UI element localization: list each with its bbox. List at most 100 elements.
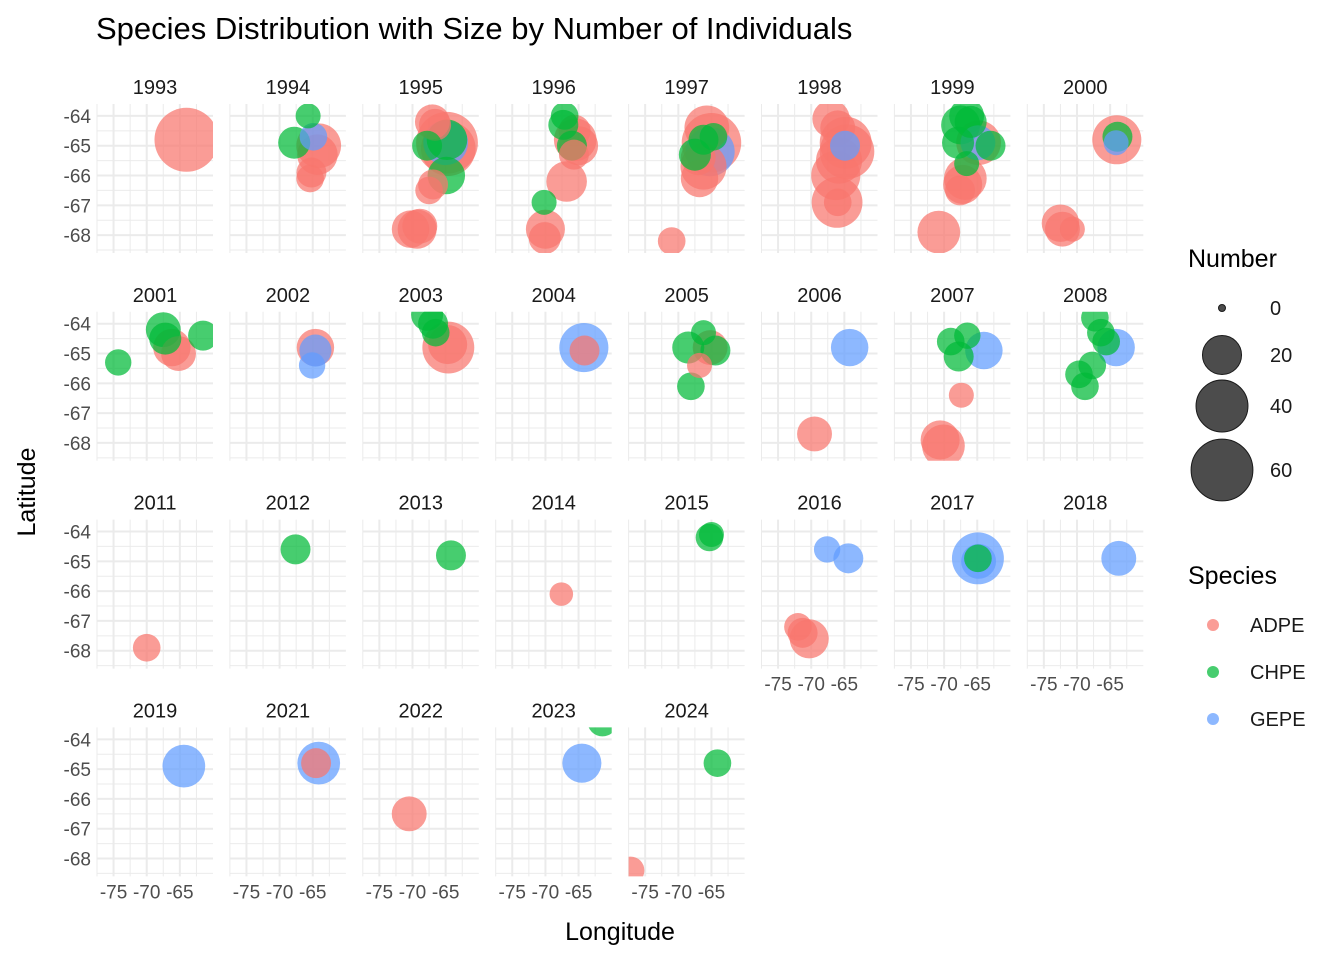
facet-strip-label: 2019 bbox=[133, 700, 178, 722]
data-point bbox=[797, 416, 832, 452]
facet-strip-label: 1995 bbox=[399, 77, 444, 99]
x-tick-label: -75 bbox=[366, 882, 393, 903]
facet-strip-label: 2018 bbox=[1063, 493, 1108, 515]
data-point bbox=[588, 727, 612, 737]
data-point bbox=[299, 122, 328, 151]
data-point bbox=[920, 420, 960, 460]
size-legend: Number 0 20 40 60 bbox=[1188, 245, 1292, 502]
facet-strip-label: 2002 bbox=[266, 285, 311, 307]
y-tick-label: -67 bbox=[64, 612, 91, 633]
panel-points bbox=[296, 328, 335, 379]
y-tick-label: -65 bbox=[64, 760, 91, 781]
data-point bbox=[412, 130, 443, 161]
panel-grid bbox=[229, 311, 346, 461]
size-legend-label: 60 bbox=[1270, 460, 1292, 482]
x-tick-label: -65 bbox=[432, 882, 459, 903]
y-tick-label: -67 bbox=[64, 404, 91, 425]
facet-panel: 2003 bbox=[362, 285, 479, 461]
facet-strip-label: 1994 bbox=[266, 77, 311, 99]
x-tick-label: -75 bbox=[897, 675, 924, 696]
data-point bbox=[1103, 130, 1129, 156]
data-point bbox=[964, 544, 992, 573]
facet-panel: 2007 bbox=[893, 285, 1011, 461]
species-legend-label: ADPE bbox=[1250, 615, 1304, 637]
facet-strip-label: 1997 bbox=[664, 77, 709, 99]
y-tick-label: -66 bbox=[64, 790, 91, 811]
panel-grid bbox=[96, 727, 213, 877]
data-point bbox=[402, 208, 438, 244]
facet-strip-label: 2008 bbox=[1063, 285, 1108, 307]
size-legend-label: 0 bbox=[1270, 298, 1281, 320]
panel-grid bbox=[362, 727, 479, 877]
x-tick-label: -75 bbox=[233, 882, 260, 903]
facet-panel: 2004 bbox=[495, 285, 612, 461]
data-point bbox=[690, 320, 717, 346]
panel-points bbox=[435, 540, 466, 571]
facet-strip-label: 2014 bbox=[531, 493, 576, 515]
data-point bbox=[975, 130, 1006, 161]
panel-grid bbox=[628, 519, 745, 669]
data-point bbox=[1078, 351, 1107, 380]
y-tick-label: -64 bbox=[64, 315, 92, 336]
panel-points bbox=[411, 311, 475, 374]
y-tick-label: -66 bbox=[64, 582, 91, 603]
facet-strip-label: 2007 bbox=[930, 285, 975, 307]
panel-points bbox=[297, 741, 341, 785]
data-point bbox=[954, 322, 981, 349]
data-point bbox=[703, 749, 732, 777]
x-tick-label: -65 bbox=[166, 882, 193, 903]
panel-grid bbox=[495, 727, 612, 877]
data-point bbox=[421, 318, 450, 347]
panel-points bbox=[559, 323, 609, 373]
data-point bbox=[531, 189, 557, 215]
y-tick-label: -64 bbox=[64, 107, 92, 128]
facet-strip-label: 2015 bbox=[664, 493, 709, 515]
data-point bbox=[562, 743, 602, 783]
data-point bbox=[296, 164, 324, 193]
data-point bbox=[628, 856, 645, 877]
panel-points bbox=[105, 312, 213, 376]
facet-strip-label: 2006 bbox=[797, 285, 842, 307]
panel-points bbox=[784, 536, 864, 659]
data-point bbox=[149, 322, 182, 355]
panel-points bbox=[154, 107, 213, 172]
panel-grid bbox=[495, 311, 612, 461]
facet-strip-label: 2004 bbox=[531, 285, 576, 307]
panel-points bbox=[391, 104, 478, 249]
size-legend-label: 40 bbox=[1270, 396, 1292, 418]
facet-panel: 2006 bbox=[761, 285, 878, 461]
facet-panel: 2013 bbox=[362, 493, 479, 669]
facet-panel: 2019 -64 -65 -66 -67 -68 -75 -70 -65 bbox=[64, 700, 213, 903]
x-tick-label: -70 bbox=[532, 882, 559, 903]
data-point bbox=[948, 382, 974, 408]
species-legend-key bbox=[1207, 713, 1219, 725]
facet-panel: 2005 bbox=[628, 285, 745, 461]
panel-points bbox=[1065, 311, 1135, 401]
facet-panel: 1995 bbox=[362, 77, 479, 253]
panel-grid bbox=[362, 519, 479, 669]
panel-points bbox=[951, 532, 1004, 585]
x-tick-label: -65 bbox=[831, 675, 858, 696]
y-tick-label: -64 bbox=[64, 730, 92, 751]
facet-strip-label: 2024 bbox=[664, 700, 709, 722]
data-point bbox=[549, 582, 574, 606]
facet-panel: 2011 -64 -65 -66 -67 -68 bbox=[64, 493, 213, 669]
facet-panel: 2022 -75 -70 -65 bbox=[362, 700, 479, 903]
x-axis-label: Longitude bbox=[565, 918, 675, 946]
panel-points bbox=[797, 328, 869, 452]
x-tick-label: -75 bbox=[1030, 675, 1057, 696]
size-legend-key bbox=[1201, 334, 1243, 376]
size-legend-key bbox=[1195, 379, 1249, 433]
data-point bbox=[954, 151, 980, 177]
y-axis-label: Latitude bbox=[13, 448, 41, 537]
data-point bbox=[415, 176, 443, 205]
size-legend-title: Number bbox=[1188, 245, 1277, 273]
y-tick-label: -68 bbox=[64, 850, 91, 871]
panel-points bbox=[1101, 540, 1137, 576]
x-tick-label: -75 bbox=[631, 882, 658, 903]
data-point bbox=[154, 107, 213, 172]
y-tick-label: -65 bbox=[64, 137, 91, 158]
x-tick-label: -70 bbox=[133, 882, 160, 903]
x-tick-label: -65 bbox=[565, 882, 592, 903]
data-point bbox=[830, 130, 861, 161]
